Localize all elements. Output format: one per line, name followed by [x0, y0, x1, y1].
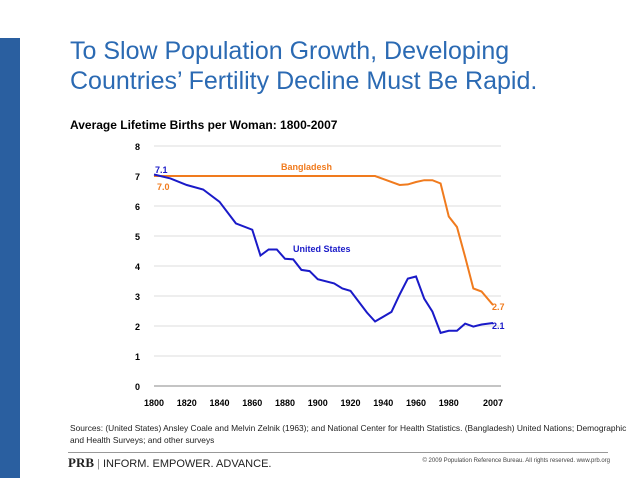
- y-tick-label: 6: [135, 202, 140, 212]
- y-tick-label: 3: [135, 292, 140, 302]
- y-tick-label: 1: [135, 352, 140, 362]
- chart-title: Average Lifetime Births per Woman: 1800-…: [70, 118, 338, 132]
- y-tick-label: 8: [135, 142, 140, 152]
- series-label-united-states: United States: [293, 244, 351, 254]
- x-tick-label: 2007: [483, 398, 503, 408]
- tagline: INFORM. EMPOWER. ADVANCE.: [102, 458, 272, 470]
- us-end-label: 2.1: [492, 321, 505, 331]
- series-label-bangladesh: Bangladesh: [281, 162, 332, 172]
- title-line-1: To Slow Population Growth, Developing: [70, 37, 510, 65]
- x-tick-label: 1860: [242, 398, 262, 408]
- footer-divider: [68, 452, 608, 453]
- side-accent-bar: [0, 38, 20, 478]
- x-tick-label: 1980: [439, 398, 459, 408]
- x-tick-label: 1820: [177, 398, 197, 408]
- bangladesh-end-label: 2.7: [492, 302, 505, 312]
- copyright: © 2009 Population Reference Bureau. All …: [422, 458, 610, 464]
- bangladesh-start-label: 7.0: [157, 182, 170, 192]
- y-tick-label: 7: [135, 172, 140, 182]
- sources-note: Sources: (United States) Ansley Coale an…: [70, 423, 627, 445]
- y-tick-label: 0: [135, 382, 140, 392]
- x-tick-label: 1960: [406, 398, 426, 408]
- x-tick-label: 1940: [373, 398, 393, 408]
- x-tick-label: 1880: [275, 398, 295, 408]
- slide-title: To Slow Population Growth, Developing Co…: [70, 36, 537, 96]
- y-tick-label: 4: [135, 262, 140, 272]
- x-tick-label: 1800: [144, 398, 164, 408]
- x-tick-label: 1900: [308, 398, 328, 408]
- series-line-united-states: [153, 173, 494, 335]
- footer-brand: PRB | INFORM. EMPOWER. ADVANCE.: [68, 455, 272, 470]
- y-tick-label: 2: [135, 322, 140, 332]
- prb-logo: PRB: [68, 455, 94, 470]
- us-start-label: 7.1: [155, 165, 168, 175]
- x-tick-label: 1840: [209, 398, 229, 408]
- series-line-bangladesh: [154, 175, 494, 306]
- title-line-2: Countries’ Fertility Decline Must Be Rap…: [70, 67, 538, 95]
- y-tick-label: 5: [135, 232, 140, 242]
- x-tick-label: 1920: [341, 398, 361, 408]
